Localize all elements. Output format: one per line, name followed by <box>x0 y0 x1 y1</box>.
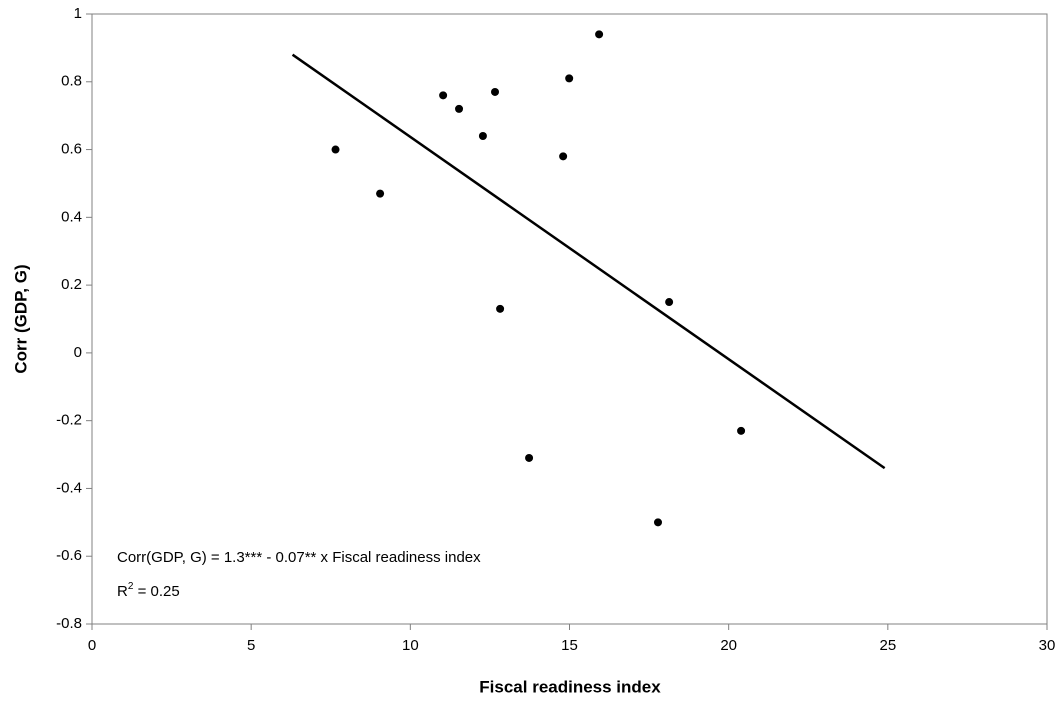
y-axis-title: Corr (GDP, G) <box>11 264 30 373</box>
point <box>565 74 574 83</box>
r-squared-sup: 2 <box>128 581 134 592</box>
point <box>595 30 604 39</box>
x-tick-label: 5 <box>247 637 255 654</box>
x-tick-label: 20 <box>720 637 737 654</box>
annotation: Corr(GDP, G) = 1.3*** - 0.07** x Fiscal … <box>117 549 481 566</box>
point <box>737 426 746 435</box>
y-tick-label: -0.2 <box>56 412 82 429</box>
y-tick-label: -0.4 <box>56 479 82 496</box>
point <box>439 91 448 100</box>
point <box>331 145 340 154</box>
point <box>525 453 534 462</box>
y-tick-label: -0.8 <box>56 615 82 632</box>
r-squared: R2 = 0.25 <box>117 581 180 600</box>
y-tick-label: -0.6 <box>56 547 82 564</box>
y-tick-label: 0 <box>74 344 82 361</box>
x-tick-label: 25 <box>879 637 896 654</box>
x-axis-title: Fiscal readiness index <box>479 677 661 696</box>
x-tick-label: 10 <box>402 637 419 654</box>
point <box>455 104 464 113</box>
x-tick-label: 30 <box>1039 637 1056 654</box>
point <box>559 152 568 161</box>
point <box>376 189 385 198</box>
y-tick-label: 0.4 <box>61 208 82 225</box>
x-tick-label: 15 <box>561 637 578 654</box>
y-tick-label: 0.6 <box>61 141 82 158</box>
point <box>665 298 674 307</box>
x-tick-label: 0 <box>88 637 96 654</box>
y-tick-label: 1 <box>74 5 82 22</box>
point <box>496 304 505 313</box>
trendline <box>291 53 886 470</box>
point <box>653 518 662 527</box>
y-tick-label: 0.2 <box>61 276 82 293</box>
point <box>478 132 487 140</box>
r-squared-base: R <box>117 583 128 600</box>
plot-area <box>91 13 1048 625</box>
r-squared-rest: = 0.25 <box>133 583 179 600</box>
y-tick-label: 0.8 <box>61 73 82 90</box>
point <box>491 87 500 96</box>
